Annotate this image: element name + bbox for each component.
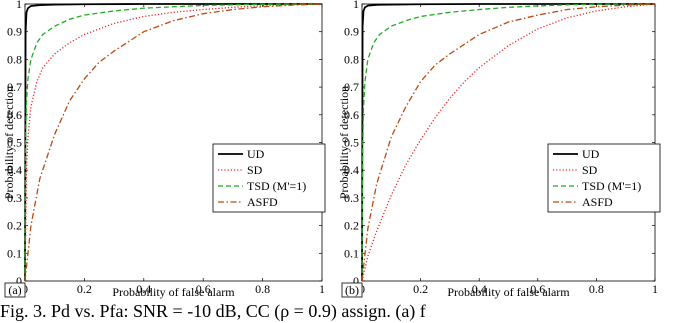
x-tick-label: 0.8 bbox=[589, 282, 604, 296]
legend-box bbox=[547, 143, 661, 213]
series-line bbox=[361, 3, 656, 282]
legend-label: TSD (M'=1) bbox=[247, 179, 306, 193]
y-tick-label: 0.5 bbox=[7, 136, 22, 150]
legend-label: ASFD bbox=[582, 195, 613, 209]
y-tick-label: 0.7 bbox=[7, 80, 22, 94]
x-tick-label: 0.2 bbox=[77, 282, 92, 296]
x-tick-label: 0.2 bbox=[413, 282, 428, 296]
legend-label: SD bbox=[582, 163, 598, 177]
y-tick-label: 0.3 bbox=[344, 191, 359, 205]
y-tick-label: 0.6 bbox=[7, 108, 22, 122]
y-tick-label: 0.4 bbox=[344, 163, 359, 177]
y-tick-label: 0.9 bbox=[344, 25, 359, 39]
x-tick-label: 0.4 bbox=[472, 282, 487, 296]
panel-label-box bbox=[4, 282, 26, 298]
y-tick-label: 0.5 bbox=[344, 136, 359, 150]
y-tick-label: 0.9 bbox=[7, 25, 22, 39]
y-tick-label: 0.3 bbox=[7, 191, 22, 205]
y-tick-label: 0.4 bbox=[7, 163, 22, 177]
series-line bbox=[361, 3, 655, 282]
panel-label: (b) bbox=[345, 283, 359, 297]
y-tick-label: 0.1 bbox=[7, 246, 22, 260]
x-tick-label: 1 bbox=[652, 282, 658, 296]
legend-label: TSD (M'=1) bbox=[582, 179, 641, 193]
chart-panel: 00.20.40.60.8100.10.20.30.40.50.60.70.80… bbox=[2, 0, 326, 299]
x-tick-label: 0.4 bbox=[136, 282, 151, 296]
x-tick-label: 0.8 bbox=[255, 282, 270, 296]
chart-panel: 00.20.40.60.8100.10.20.30.40.50.60.70.80… bbox=[337, 0, 661, 299]
y-tick-label: 0.2 bbox=[344, 219, 359, 233]
y-tick-label: 0.8 bbox=[7, 52, 22, 66]
y-tick-label: 1 bbox=[16, 0, 22, 11]
x-tick-label: 0.6 bbox=[530, 282, 545, 296]
y-tick-label: 0 bbox=[353, 274, 359, 288]
y-axis-label: Probability of detection bbox=[2, 86, 16, 199]
legend-label: ASFD bbox=[247, 195, 278, 209]
y-tick-label: 0.6 bbox=[344, 108, 359, 122]
legend-box bbox=[212, 143, 326, 213]
x-axis-label: Probability of false alarm bbox=[112, 285, 235, 299]
y-tick-label: 0.1 bbox=[344, 246, 359, 260]
y-tick-label: 0 bbox=[16, 274, 22, 288]
y-tick-label: 0.8 bbox=[344, 52, 359, 66]
legend-label: SD bbox=[247, 163, 263, 177]
y-tick-label: 0.2 bbox=[7, 219, 22, 233]
series-line bbox=[24, 3, 323, 282]
x-tick-label: 0.6 bbox=[196, 282, 211, 296]
y-tick-label: 1 bbox=[353, 0, 359, 11]
series-line bbox=[361, 3, 656, 282]
series-line bbox=[24, 3, 323, 282]
x-tick-label: 1 bbox=[319, 282, 325, 296]
panel-label-box bbox=[341, 282, 363, 298]
series-line bbox=[24, 3, 323, 282]
y-axis-label: Probability of detection bbox=[337, 86, 351, 199]
legend-label: UD bbox=[247, 147, 265, 161]
legend-label: UD bbox=[582, 147, 600, 161]
figure: 0 0.2 0.4 0.6 0.8 1 0 0.1 0.2 0.3 0.4 0.5 0.6 0.7 0.8 0… bbox=[2, 0, 661, 299]
figure-caption: Fig. 3. Pd vs. Pfa: SNR = -10 dB, CC (ρ … bbox=[0, 301, 426, 321]
y-tick-label: 0.7 bbox=[344, 80, 359, 94]
panel-label: (a) bbox=[8, 283, 21, 297]
x-axis-label: Probability of false alarm bbox=[447, 285, 570, 299]
series-line bbox=[24, 3, 322, 282]
